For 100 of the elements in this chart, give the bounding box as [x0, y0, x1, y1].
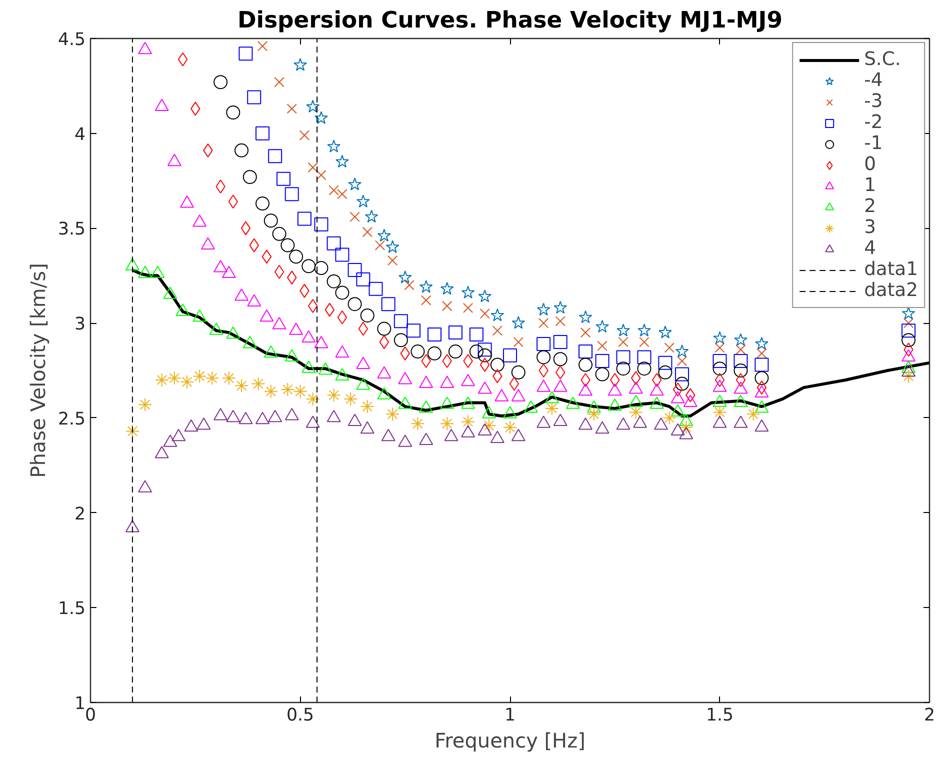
- point: [714, 342, 725, 353]
- legend-label: 0: [864, 154, 877, 175]
- point: [478, 423, 492, 436]
- point: [398, 434, 412, 447]
- point: [553, 335, 568, 350]
- point: [125, 424, 140, 438]
- point: [616, 362, 630, 376]
- point: [756, 380, 767, 395]
- point: [633, 416, 648, 428]
- point: [674, 367, 689, 382]
- point: [553, 414, 568, 426]
- legend-label: data2: [864, 280, 918, 301]
- point: [712, 354, 727, 368]
- x-tick-label: 2: [924, 706, 936, 726]
- point: [318, 362, 332, 375]
- point: [440, 416, 454, 431]
- point: [736, 344, 746, 355]
- point: [482, 418, 496, 433]
- point: [214, 75, 228, 90]
- point: [638, 324, 651, 336]
- point: [348, 297, 362, 312]
- point: [712, 362, 727, 376]
- point: [386, 240, 400, 253]
- point: [734, 416, 748, 428]
- point: [314, 261, 328, 276]
- point: [251, 376, 266, 391]
- point: [903, 318, 914, 328]
- point: [478, 342, 492, 357]
- point: [410, 416, 425, 431]
- point: [639, 336, 650, 348]
- legend-label: 4: [864, 238, 877, 259]
- point: [377, 387, 392, 400]
- point: [125, 520, 140, 532]
- y-tick-label: 3.5: [58, 220, 86, 240]
- point: [616, 324, 630, 336]
- point: [260, 309, 274, 322]
- point: [478, 290, 492, 302]
- point: [555, 316, 566, 326]
- point: [238, 46, 253, 61]
- point: [480, 358, 490, 372]
- point: [419, 376, 434, 388]
- point: [284, 187, 299, 202]
- point: [242, 170, 257, 184]
- point: [410, 344, 425, 359]
- y-tick-label: 3: [74, 314, 86, 335]
- point: [360, 400, 374, 414]
- point: [280, 382, 295, 396]
- point: [419, 400, 434, 413]
- point: [679, 426, 694, 440]
- legend-label: S.C.: [864, 49, 901, 70]
- point: [284, 408, 299, 420]
- point: [637, 362, 652, 376]
- point: [316, 170, 326, 180]
- point: [337, 188, 348, 200]
- point: [580, 327, 591, 338]
- point: [348, 414, 362, 426]
- point: [494, 389, 509, 402]
- point: [478, 381, 492, 394]
- point: [356, 356, 370, 370]
- point: [595, 421, 610, 434]
- point: [314, 111, 328, 124]
- point: [513, 336, 524, 348]
- point: [358, 322, 368, 336]
- point: [754, 385, 769, 398]
- legend-label: -3: [864, 91, 884, 112]
- point: [670, 404, 685, 416]
- point: [596, 320, 609, 333]
- x-axis-title: Frequency [Hz]: [434, 728, 586, 752]
- point: [553, 380, 568, 392]
- point: [336, 154, 349, 168]
- point: [503, 420, 517, 434]
- point: [461, 374, 476, 386]
- point: [608, 383, 622, 396]
- point: [469, 344, 484, 359]
- point: [326, 274, 341, 288]
- point: [289, 250, 304, 264]
- point: [238, 412, 253, 424]
- legend-label: 3: [864, 217, 877, 238]
- point: [154, 446, 169, 458]
- point: [264, 214, 278, 228]
- point: [754, 419, 769, 432]
- point: [658, 326, 672, 338]
- point: [755, 336, 768, 350]
- legend-label: 1: [864, 175, 877, 196]
- point: [240, 221, 251, 236]
- point: [461, 425, 476, 438]
- point: [356, 272, 370, 286]
- point: [480, 308, 490, 319]
- y-tick-label: 2.5: [58, 409, 86, 430]
- point: [650, 396, 664, 409]
- point: [670, 390, 685, 404]
- point: [595, 367, 610, 382]
- point: [658, 356, 672, 370]
- point: [554, 300, 568, 314]
- point: [398, 372, 412, 384]
- point: [306, 392, 320, 406]
- point: [536, 380, 551, 392]
- point: [200, 237, 215, 250]
- point: [167, 371, 182, 386]
- point: [628, 394, 643, 408]
